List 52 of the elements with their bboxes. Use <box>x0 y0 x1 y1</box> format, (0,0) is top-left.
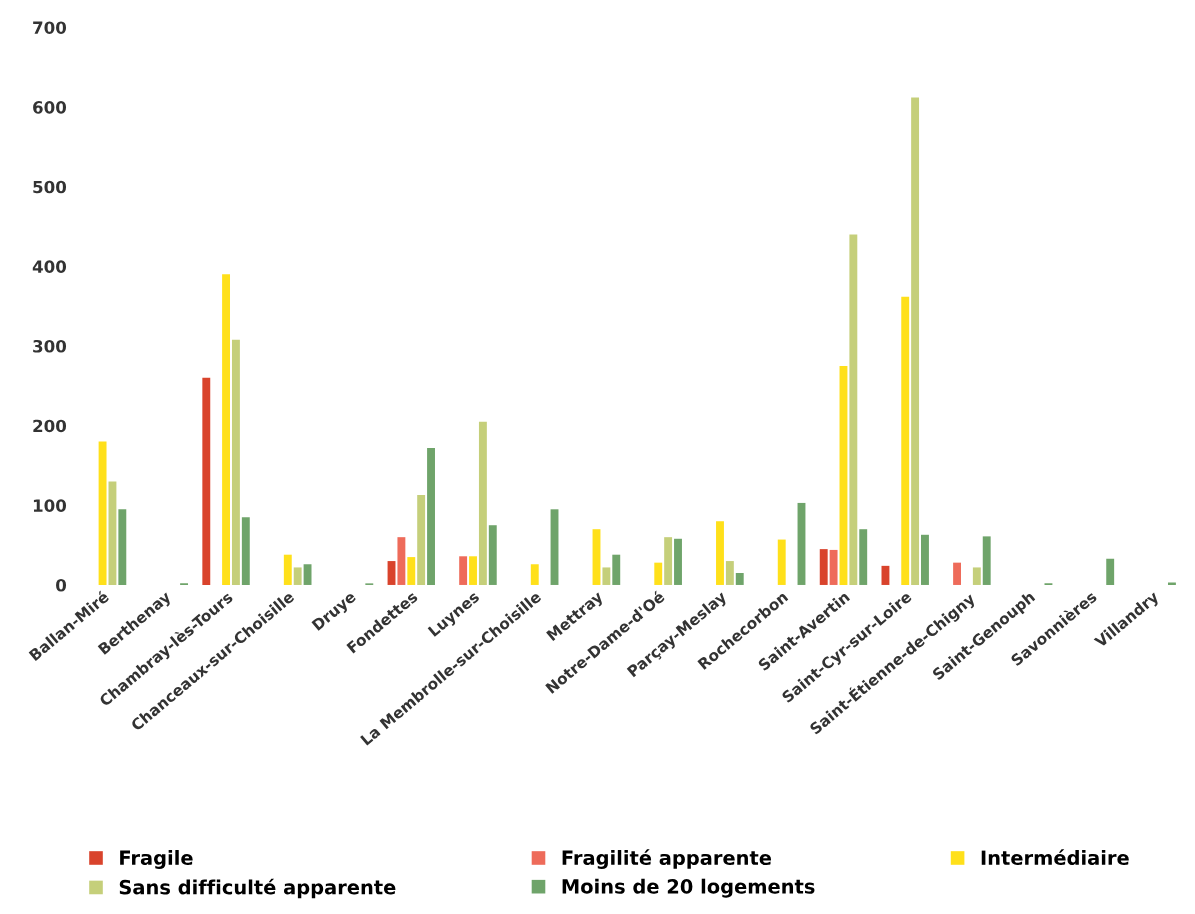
bar <box>982 536 991 585</box>
bar <box>293 567 302 585</box>
bar <box>202 377 211 585</box>
bar <box>735 573 744 585</box>
bar <box>859 529 868 585</box>
y-tick-label: 200 <box>33 419 67 433</box>
y-tick-label: 100 <box>33 499 67 512</box>
legend-label: Intermédiaire <box>981 849 1129 866</box>
bar <box>397 537 406 585</box>
y-tick-label: 700 <box>33 21 67 34</box>
bar <box>953 562 962 585</box>
bar <box>427 447 435 585</box>
bar <box>108 481 117 585</box>
bar <box>725 561 734 585</box>
bar <box>417 494 426 585</box>
bar <box>654 562 663 585</box>
legend-label: Fragile <box>120 850 193 869</box>
bar <box>819 549 828 585</box>
bar <box>283 554 292 585</box>
bar <box>407 557 416 585</box>
bar <box>777 539 786 585</box>
legend-label: Sans difficulté apparente <box>119 878 396 899</box>
bar <box>222 274 231 585</box>
bar <box>241 517 250 585</box>
bar <box>98 441 107 585</box>
bar <box>469 556 477 585</box>
bar <box>829 549 838 585</box>
y-tick-label: 0 <box>56 578 67 592</box>
bar <box>459 556 468 585</box>
bar <box>972 567 981 585</box>
bar <box>488 525 497 585</box>
bar <box>1106 558 1115 585</box>
bar <box>716 521 724 585</box>
bar <box>231 339 240 585</box>
y-tick-label: 400 <box>32 260 67 273</box>
bar <box>303 564 312 585</box>
legend-label: Fragilité apparente <box>562 849 772 869</box>
y-tick-label: 300 <box>33 339 67 353</box>
bar <box>664 537 673 585</box>
bar <box>612 554 621 585</box>
bar <box>530 564 539 585</box>
bar <box>118 509 127 585</box>
bar <box>921 534 929 585</box>
bar <box>901 296 910 585</box>
legend-label: Moins de 20 logements <box>562 878 815 898</box>
y-tick-label: 600 <box>33 101 67 114</box>
bar <box>849 234 858 585</box>
bar <box>602 567 611 585</box>
bar <box>911 97 920 585</box>
y-tick-label: 500 <box>33 180 67 194</box>
bar <box>674 538 682 585</box>
bar <box>478 421 487 585</box>
